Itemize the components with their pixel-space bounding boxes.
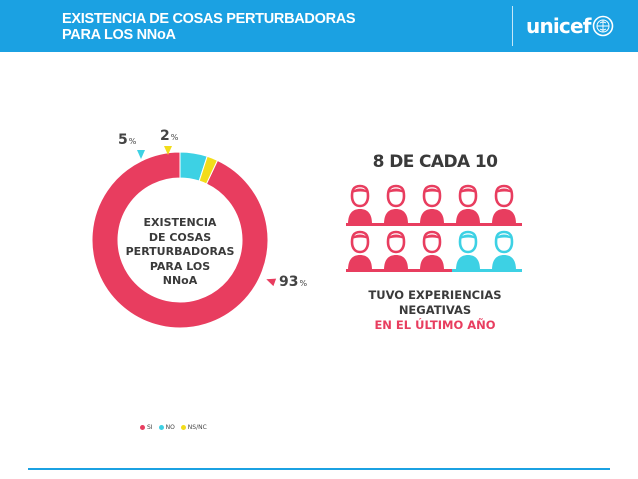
page-title: EXISTENCIA DE COSAS PERTURBADORAS PARA L…: [62, 11, 356, 43]
people-grid: [346, 184, 522, 272]
percent-sign: %: [299, 279, 308, 288]
donut-slice-nsnc: [198, 155, 219, 185]
percent-sign: %: [128, 137, 137, 146]
header-divider: [512, 6, 513, 46]
person-icon-other: [456, 230, 480, 270]
legend-label: SI: [147, 424, 153, 431]
person-icon-negative: [456, 184, 480, 224]
callout-no: 5%: [118, 132, 136, 148]
person-icon-negative: [420, 184, 444, 224]
row-baseline: [346, 269, 522, 272]
caption: TUVO EXPERIENCIAS NEGATIVAS EN EL ÚLTIMO…: [368, 288, 502, 332]
value-label-no: 5: [118, 132, 128, 148]
callout-nsnc: 2%: [160, 128, 178, 144]
callout-marker-nsnc: [164, 146, 172, 155]
person-icon-negative: [348, 230, 372, 270]
center-label: EXISTENCIA DE COSAS PERTURBADORAS PARA L…: [125, 216, 235, 288]
chart-legend: SI NO NS/NC: [140, 424, 213, 431]
legend-swatch: [158, 425, 164, 430]
donut-chart: [91, 146, 277, 329]
legend-swatch: [180, 425, 186, 430]
person-icon-negative: [384, 184, 408, 224]
globe-emblem-icon: [592, 15, 613, 37]
legend-item: NO: [158, 424, 175, 431]
main-content: EXISTENCIA DE COSAS PERTURBADORAS PARA L…: [0, 52, 638, 466]
unicef-logo: unicef: [526, 13, 614, 39]
donut-slice-si: [91, 151, 269, 329]
callout-si: 93%: [279, 274, 307, 290]
person-icon-negative: [420, 230, 444, 270]
percent-sign: %: [170, 133, 179, 142]
person-icon-other: [492, 230, 516, 270]
row-baseline: [346, 223, 522, 226]
legend-label: NO: [165, 424, 175, 431]
footer-line: [28, 468, 610, 470]
row-baseline-other: [452, 269, 522, 272]
legend-label: NS/NC: [187, 424, 207, 431]
headline: 8 DE CADA 10: [372, 152, 498, 172]
person-icon-negative: [348, 184, 372, 224]
legend-item: NS/NC: [180, 424, 207, 431]
header-bar: EXISTENCIA DE COSAS PERTURBADORAS PARA L…: [0, 0, 638, 52]
callout-marker-si: [266, 278, 277, 287]
legend-item: SI: [140, 424, 153, 431]
person-icon-negative: [384, 230, 408, 270]
logo-text: unicef: [526, 14, 591, 38]
value-label-nsnc: 2: [160, 128, 170, 144]
person-icon-negative: [492, 184, 516, 224]
callout-marker-no: [137, 150, 145, 159]
value-label-si: 93: [279, 274, 299, 290]
legend-swatch: [140, 425, 145, 430]
